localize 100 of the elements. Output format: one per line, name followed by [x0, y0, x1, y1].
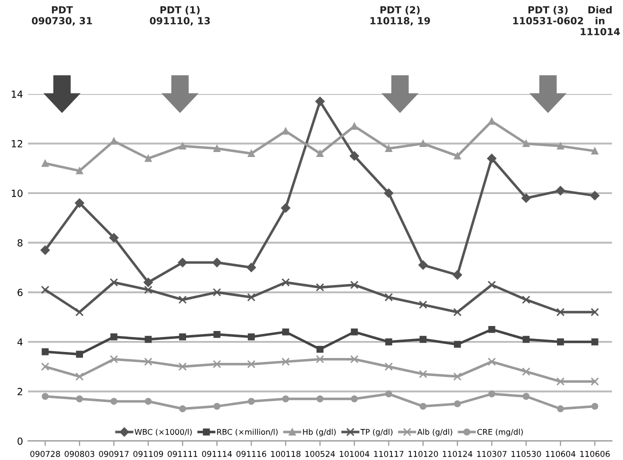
- point: [488, 390, 496, 398]
- point: [453, 372, 462, 381]
- x-tick-label: 110606: [580, 450, 610, 457]
- point: [281, 358, 290, 366]
- point: [213, 330, 220, 338]
- y-tick-label: 12: [12, 140, 22, 148]
- point: [42, 392, 49, 400]
- point: [591, 338, 598, 346]
- point: [350, 280, 359, 290]
- point: [212, 360, 222, 368]
- point: [179, 142, 186, 150]
- point: [144, 286, 152, 294]
- point: [488, 280, 496, 290]
- point: [487, 154, 496, 164]
- point: [557, 405, 564, 412]
- text: PDT (3) 110531-0602: [513, 6, 583, 24]
- point: [488, 118, 496, 125]
- point: [521, 193, 531, 203]
- x-tick-label: 091114: [202, 450, 232, 457]
- point: [591, 402, 598, 410]
- point: [110, 398, 118, 405]
- point: [420, 140, 427, 148]
- point: [385, 338, 392, 346]
- point: [350, 122, 358, 130]
- point: [454, 400, 461, 408]
- x-tick-label: 091109: [133, 450, 164, 457]
- point: [590, 377, 599, 386]
- point: [488, 358, 496, 366]
- text: PDT 090730, 31: [32, 6, 92, 26]
- point: [418, 260, 428, 270]
- point: [420, 336, 427, 343]
- x-tick-label: 100118: [271, 450, 300, 457]
- y-tick-label: 6: [18, 288, 23, 296]
- point: [40, 246, 50, 255]
- point: [556, 186, 566, 196]
- point: [110, 355, 118, 364]
- point: [42, 348, 49, 356]
- point: [384, 293, 393, 302]
- point: [350, 151, 359, 161]
- point: [41, 286, 50, 294]
- x-tick-label: 101004: [340, 450, 370, 457]
- point: [247, 293, 256, 302]
- point: [76, 350, 83, 358]
- point: [178, 258, 188, 268]
- point: [420, 402, 427, 410]
- point: [144, 358, 152, 366]
- point: [454, 152, 461, 160]
- point: [76, 395, 83, 402]
- point: [248, 150, 255, 157]
- y-tick-label: 2: [18, 388, 22, 396]
- point: [522, 367, 530, 376]
- point: [488, 326, 496, 333]
- point: [454, 340, 461, 348]
- text: PDT (1) 091110, 13: [150, 6, 210, 26]
- point: [110, 138, 118, 145]
- point: [109, 233, 119, 242]
- point: [75, 372, 84, 381]
- y-tick-label: 8: [18, 239, 22, 247]
- point: [452, 270, 462, 280]
- point: [590, 190, 600, 200]
- point: [281, 278, 290, 287]
- point: [212, 258, 222, 268]
- point: [385, 390, 392, 398]
- point: [144, 336, 152, 343]
- point: [212, 288, 222, 296]
- point: [418, 300, 428, 309]
- point: [556, 377, 565, 386]
- point: [522, 392, 530, 400]
- point: [281, 203, 290, 213]
- point: [144, 154, 152, 162]
- point: [556, 308, 565, 316]
- x-tick-label: 110604: [546, 450, 576, 457]
- point: [248, 333, 255, 340]
- point: [350, 328, 358, 336]
- point: [110, 278, 118, 287]
- x-tick-label: 110117: [374, 450, 404, 457]
- x-tick-label: 091111: [168, 450, 198, 457]
- point: [522, 296, 530, 304]
- x-tick-label: 090728: [30, 450, 60, 457]
- point: [213, 402, 220, 410]
- point: [41, 362, 50, 371]
- y-tick-label: 14: [12, 90, 23, 98]
- x-tick-label: 110124: [442, 450, 472, 457]
- point: [557, 142, 564, 150]
- point: [591, 148, 598, 154]
- point: [110, 333, 118, 340]
- point: [74, 198, 84, 208]
- point: [247, 360, 256, 368]
- x-tick-label: 100524: [306, 450, 335, 457]
- point: [350, 355, 359, 364]
- y-tick-label: 0: [18, 437, 22, 445]
- point: [590, 308, 599, 316]
- point: [144, 398, 152, 405]
- point: [316, 283, 324, 292]
- y-tick-label: 4: [17, 338, 23, 346]
- point: [213, 145, 220, 152]
- point: [42, 160, 49, 167]
- x-tick-label: 090917: [99, 450, 129, 457]
- point: [316, 395, 324, 402]
- point: [384, 188, 394, 198]
